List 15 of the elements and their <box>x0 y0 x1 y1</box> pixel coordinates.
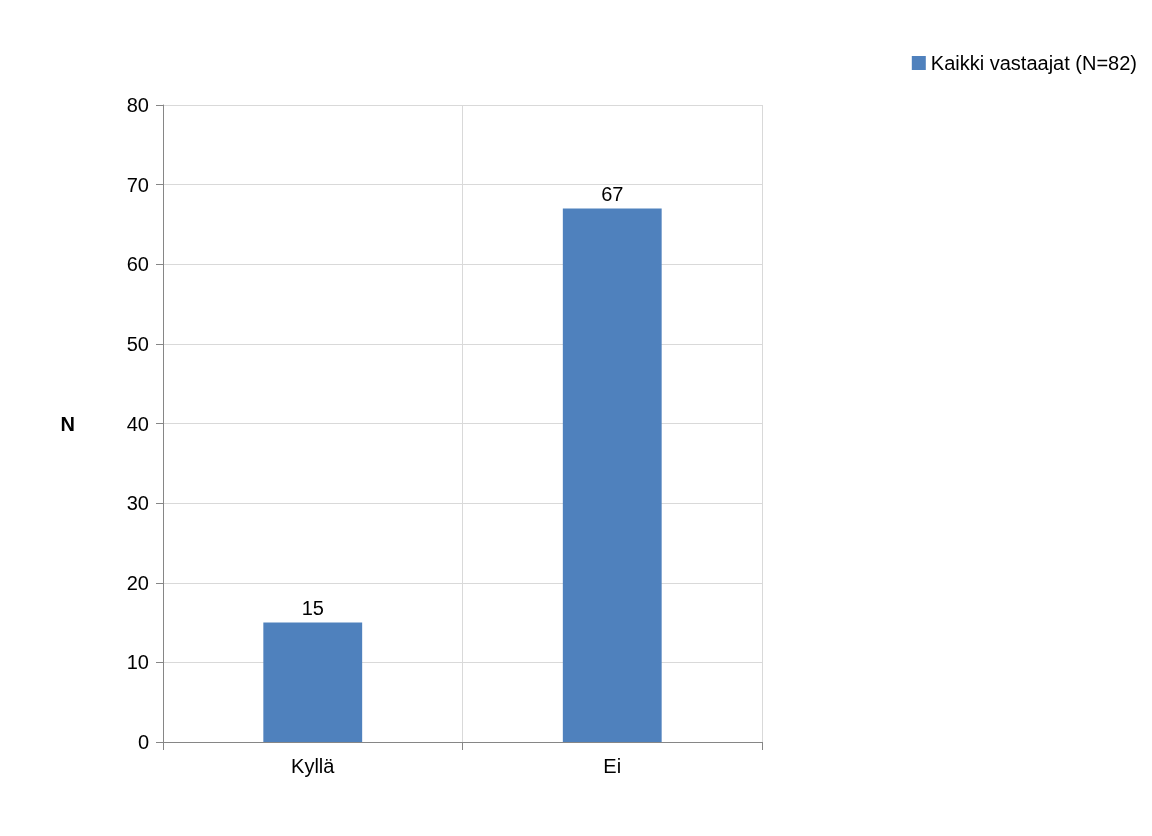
y-tick-label: 30 <box>126 492 149 515</box>
y-tick-label: 20 <box>126 571 149 594</box>
legend-label: Kaikki vastaajat (N=82) <box>930 52 1137 74</box>
y-tick-label: 70 <box>126 173 149 196</box>
y-axis-title: N <box>60 412 75 435</box>
y-tick-label: 0 <box>137 731 149 753</box>
data-label: 15 <box>301 596 324 619</box>
y-tick-label: 60 <box>126 253 149 276</box>
x-tick-label: Kyllä <box>291 755 336 777</box>
data-label: 67 <box>601 182 624 205</box>
y-tick-label: 40 <box>126 412 149 435</box>
y-tick-label: 80 <box>126 94 149 116</box>
y-tick-label: 50 <box>126 332 149 355</box>
x-tick-label: Ei <box>603 755 622 777</box>
y-tick-label: 10 <box>126 651 149 674</box>
